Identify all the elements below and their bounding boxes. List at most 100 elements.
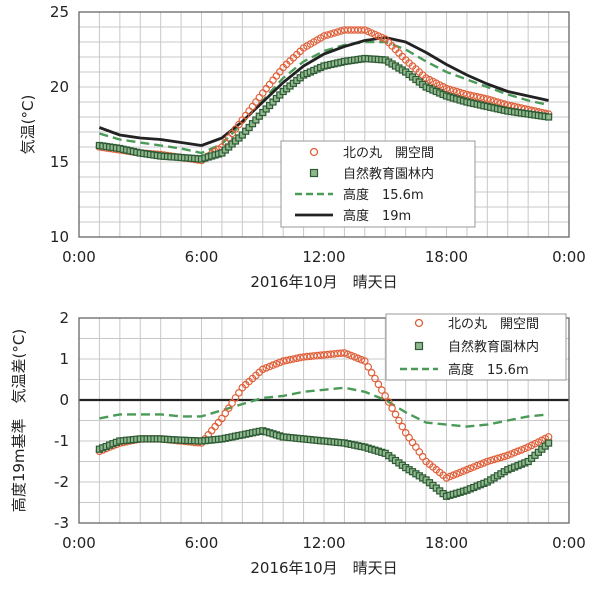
y-tick-label: -3 <box>54 514 69 532</box>
series-point-circle <box>388 404 396 413</box>
x-axis-label: 2016年10月 晴天日 <box>250 273 397 291</box>
series-point-circle <box>384 398 393 406</box>
series-point-circle <box>456 468 464 477</box>
series-point-circle <box>517 446 526 454</box>
series-point-circle <box>459 467 468 475</box>
x-tick-label: 6:00 <box>185 534 219 552</box>
series-point-circle <box>490 455 498 464</box>
series-point-circle <box>265 362 274 371</box>
x-tick-label: 0:00 <box>552 534 586 552</box>
legend-label: 自然教育園林内 <box>448 339 539 355</box>
series-point-circle <box>500 452 509 461</box>
series-point-circle <box>377 33 386 42</box>
series-point-circle <box>391 410 400 419</box>
series-point-circle <box>442 474 451 482</box>
x-tick-label: 0:00 <box>62 534 96 552</box>
series-point-circle <box>286 355 294 364</box>
legend-label: 高度 19m <box>343 208 411 224</box>
series-point-circle <box>357 26 366 34</box>
y-tick-label: 15 <box>50 153 69 171</box>
y-tick-label: -2 <box>54 473 69 491</box>
series-point-circle <box>374 32 383 40</box>
y-tick-label: 2 <box>59 309 69 327</box>
series-point-circle <box>360 357 369 365</box>
series-point-circle <box>374 380 383 389</box>
series-point-circle <box>218 414 226 423</box>
x-tick-label: 18:00 <box>425 248 468 266</box>
series-point-circle <box>275 358 284 367</box>
chart-top: 10 15 20 25 0:00 6:00 12:00 18:00 0:00 2016年10月 晴… <box>19 3 586 291</box>
series-point-circle <box>221 409 230 418</box>
series-point-square <box>544 439 553 447</box>
legend-symbol <box>414 341 424 351</box>
series-point-circle <box>279 357 288 365</box>
legend-label: 北の丸 開空間 <box>343 146 434 161</box>
series-point-circle <box>350 353 359 361</box>
series-point-circle <box>320 32 328 40</box>
y-tick-label: 20 <box>50 78 69 96</box>
y-tick-label: 1 <box>59 350 69 368</box>
series-line <box>99 40 549 155</box>
y-axis-label: 気温(°C) <box>19 95 37 155</box>
series-point-square <box>544 113 553 121</box>
series-point-circle <box>269 361 277 369</box>
legend-label: 高度 15.6m <box>448 362 529 378</box>
series-point-circle <box>377 386 386 394</box>
series-point-circle <box>381 392 390 400</box>
x-tick-label: 0:00 <box>552 248 586 266</box>
series-point-circle <box>360 26 369 34</box>
legend-symbol <box>309 168 319 178</box>
series-point-circle <box>323 31 332 39</box>
x-tick-label: 6:00 <box>185 248 219 266</box>
y-tick-label: 0 <box>59 391 69 409</box>
chart-bottom: -3 -2 -1 0 1 2 0:00 6:00 12:00 18:00 0:00 2016年10月 … <box>10 309 586 577</box>
plot-frame <box>78 11 570 238</box>
x-axis-label: 2016年10月 晴天日 <box>250 559 397 577</box>
x-tick-label: 18:00 <box>425 534 468 552</box>
series-point-circle <box>486 456 495 465</box>
legend-symbol <box>414 318 424 328</box>
series-line <box>98 36 549 147</box>
series-point-circle <box>493 454 502 463</box>
series-point-circle <box>367 29 376 37</box>
series-point-circle <box>466 464 475 473</box>
series-point-circle <box>371 30 379 39</box>
series-point-circle <box>228 399 236 407</box>
series-point-circle <box>507 450 516 458</box>
series-point-circle <box>262 364 271 372</box>
legend-symbol <box>309 147 319 157</box>
series-point-circle <box>514 447 522 456</box>
series-point-circle <box>347 351 356 360</box>
series-point-circle <box>235 388 243 397</box>
series-point-circle <box>469 463 478 471</box>
x-tick-label: 0:00 <box>62 248 96 266</box>
series-point-circle <box>340 349 349 357</box>
series-point-circle <box>258 365 267 374</box>
series-point-circle <box>371 374 379 383</box>
series-point-circle <box>292 354 301 363</box>
series-point-circle <box>282 356 291 365</box>
y-tick-label: -1 <box>54 432 69 450</box>
series-point-circle <box>343 350 352 359</box>
plot-frame <box>78 317 570 524</box>
x-tick-label: 12:00 <box>302 248 345 266</box>
y-tick-label: 10 <box>50 228 69 246</box>
series-point-circle <box>330 29 339 37</box>
series-point-circle <box>354 354 362 363</box>
series-point-circle <box>326 30 335 38</box>
legend-label: 高度 15.6m <box>343 187 424 203</box>
series-point-circle <box>510 448 519 457</box>
series-point-circle <box>395 416 403 425</box>
series-point-circle <box>463 465 471 474</box>
series-point-circle <box>367 368 376 377</box>
series-point-circle <box>449 471 458 480</box>
series-point-circle <box>483 457 492 466</box>
legend-label: 北の丸 開空間 <box>448 317 539 332</box>
series-line <box>99 386 549 428</box>
x-tick-label: 12:00 <box>302 534 345 552</box>
legend-label: 自然教育園林内 <box>343 166 434 182</box>
series-point-circle <box>289 355 298 363</box>
series-point-circle <box>452 469 461 478</box>
series-point-circle <box>476 460 485 469</box>
series-point-circle <box>446 472 454 481</box>
